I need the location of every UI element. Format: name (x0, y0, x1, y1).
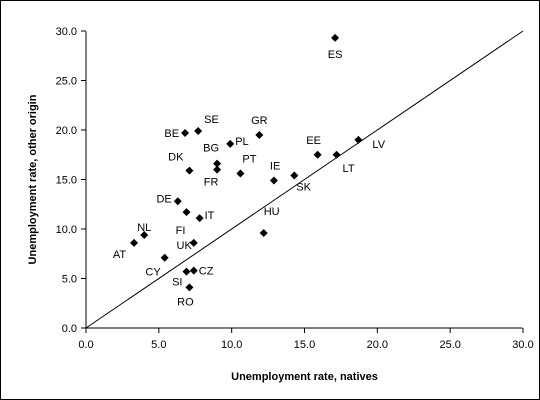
y-axis-title: Unemployment rate, other origin (27, 94, 39, 264)
point-label-hu: HU (264, 206, 280, 218)
marker-de (173, 197, 182, 206)
x-axis-title: Unemployment rate, natives (231, 371, 378, 383)
point-label-ie: IE (270, 160, 280, 172)
x-tick-label: 25.0 (439, 339, 460, 351)
marker-es (331, 33, 340, 42)
marker-lv (354, 135, 363, 144)
marker-lt (332, 150, 341, 159)
y-tick-label: 0.0 (62, 323, 77, 335)
marker-at (130, 238, 139, 247)
marker-be (181, 128, 190, 137)
marker-cy (160, 253, 169, 262)
plot-area: 0.0 5.0 10.0 15.0 20.0 25.0 30.0 0.0 5.0 10.0 15.… (56, 26, 534, 351)
point-label-lt: LT (343, 163, 355, 175)
x-tick-label: 5.0 (151, 339, 166, 351)
marker-cz (189, 266, 198, 275)
marker-pt (236, 169, 245, 178)
point-label-lv: LV (372, 139, 385, 151)
marker-ie (269, 176, 278, 185)
point-label-si: SI (172, 277, 182, 289)
point-label-nl: NL (137, 222, 151, 234)
x-tick-label: 15.0 (294, 339, 315, 351)
y-tick-label: 25.0 (56, 76, 77, 88)
point-label-it: IT (205, 210, 215, 222)
point-label-fi: FI (176, 225, 186, 237)
point-label-bg: BG (203, 143, 219, 155)
marker-nl (140, 230, 149, 239)
marker-fi (182, 208, 191, 217)
marker-sk (290, 171, 299, 180)
point-label-pt: PT (242, 154, 256, 166)
point-label-es: ES (328, 49, 343, 61)
x-tick-label: 20.0 (367, 339, 388, 351)
point-label-be: BE (164, 128, 179, 140)
marker-si (182, 267, 191, 276)
point-label-sk: SK (296, 182, 311, 194)
point-label-dk: DK (168, 152, 184, 164)
marker-dk (185, 166, 194, 175)
marker-ro (185, 283, 194, 292)
y-tick-group: 0.0 5.0 10.0 15.0 20.0 25.0 30.0 (56, 26, 86, 335)
marker-uk (189, 238, 198, 247)
marker-bg (213, 159, 222, 168)
point-label-cy: CY (145, 267, 161, 279)
point-label-de: DE (156, 193, 171, 205)
point-label-at: AT (113, 249, 127, 261)
y-tick-label: 15.0 (56, 175, 77, 187)
marker-pl (226, 139, 235, 148)
x-tick-group: 0.0 5.0 10.0 15.0 20.0 25.0 30.0 (78, 328, 534, 351)
x-tick-label: 30.0 (512, 339, 533, 351)
y-tick-label: 30.0 (56, 26, 77, 38)
point-label-pl: PL (235, 136, 248, 148)
marker-gr (255, 130, 264, 139)
point-label-fr: FR (204, 177, 219, 189)
y-tick-label: 10.0 (56, 224, 77, 236)
point-label-gr: GR (251, 115, 268, 127)
marker-ee (313, 150, 322, 159)
x-tick-label: 10.0 (221, 339, 242, 351)
point-label-cz: CZ (199, 266, 214, 278)
point-label-ee: EE (306, 135, 321, 147)
marker-fr (213, 165, 222, 174)
point-label-uk: UK (177, 240, 193, 252)
y-tick-label: 20.0 (56, 125, 77, 137)
x-tick-label: 0.0 (78, 339, 93, 351)
reference-line-45deg (85, 30, 524, 329)
marker-se (194, 126, 203, 135)
point-label-ro: RO (177, 296, 194, 308)
marker-it (195, 214, 204, 223)
data-markers (130, 33, 363, 292)
marker-hu (259, 228, 268, 237)
point-label-se: SE (204, 114, 219, 126)
y-tick-label: 5.0 (62, 274, 77, 286)
